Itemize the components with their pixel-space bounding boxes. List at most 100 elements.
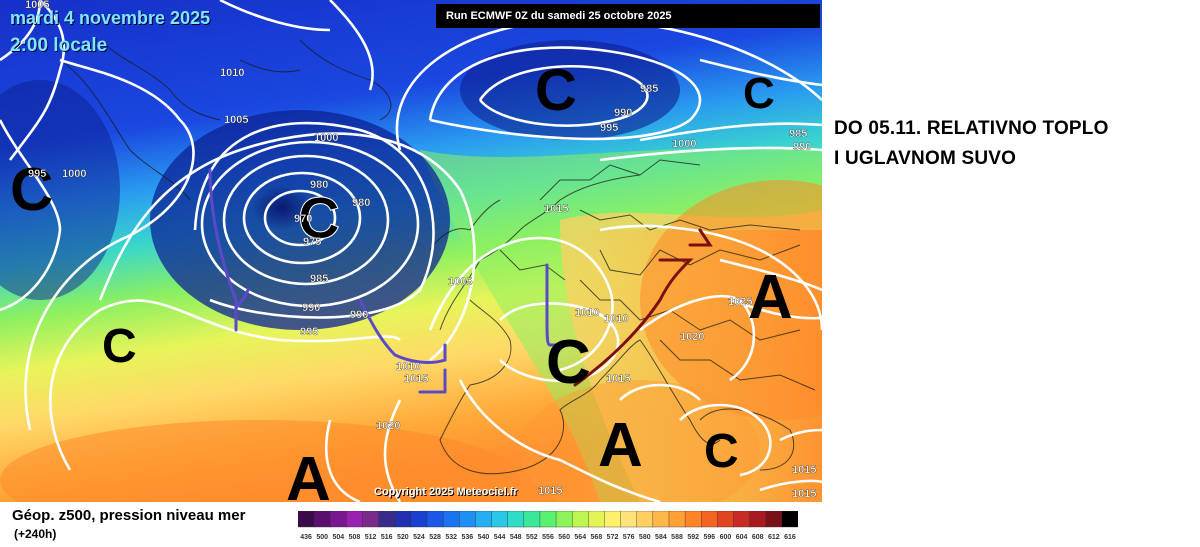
color-scale-swatch (717, 511, 735, 528)
color-scale-swatch (684, 511, 702, 528)
color-scale-swatch (313, 511, 331, 528)
isobar-label: 1005 (25, 0, 49, 11)
color-scale-tick: 500 (316, 534, 328, 541)
color-scale-tick: 592 (687, 534, 699, 541)
color-scale-tick: 512 (365, 534, 377, 541)
isobar-label: 1000 (62, 168, 86, 180)
color-scale-swatch (571, 511, 590, 528)
isobar-label: 990 (302, 302, 320, 314)
color-scale-swatch (362, 511, 380, 528)
color-scale-tick: 612 (768, 534, 780, 541)
high-pressure-center-east: A (748, 263, 793, 332)
color-scale-tick: 436 (300, 534, 312, 541)
color-scale-tick: 516 (381, 534, 393, 541)
color-scale-swatch (378, 511, 396, 528)
forecast-date: mardi 4 novembre 2025 (10, 8, 211, 28)
color-scale-tick: 532 (445, 534, 457, 541)
isobar-label: 1015 (404, 373, 428, 385)
forecast-note-line2: I UGLAVNOM SUVO (834, 148, 1017, 169)
low-pressure-center-north: C (535, 58, 577, 123)
color-scale-swatch (442, 511, 460, 528)
ridge-line (573, 228, 713, 387)
color-scale: 436 500 504 508 512 516 520 524 528 532 536 540 544 5… (298, 511, 798, 541)
isobars (0, 0, 822, 502)
color-scale-tick: 604 (736, 534, 748, 541)
color-scale-swatch (652, 511, 670, 528)
isobar-label: 1015 (538, 485, 562, 497)
color-scale-tick: 584 (655, 534, 667, 541)
isobar-label: 1015 (606, 373, 630, 385)
map-canvas: C C C C C C C A A A 1005 1010 1005 1000 … (0, 0, 822, 502)
color-scale-swatch (459, 511, 477, 528)
isobar-label: 1005 (448, 276, 472, 288)
isobar-label: 995 (600, 122, 618, 134)
low-pressure-center-west-edge: C (10, 156, 53, 223)
color-scale-tick: 544 (494, 534, 506, 541)
color-scale-tick: 536 (462, 534, 474, 541)
high-pressure-center-southwest: A (286, 445, 331, 502)
isobar-label: 1000 (314, 132, 338, 144)
isobar-label: 990 (793, 141, 811, 153)
color-scale-tick: 540 (478, 534, 490, 541)
low-pressure-center-atlantic: C (298, 186, 340, 251)
isobar-label: 995 (28, 168, 46, 180)
isobar-label: 1010 (575, 307, 599, 319)
color-scale-tick: 580 (639, 534, 651, 541)
color-scale-tick: 508 (349, 534, 361, 541)
isobar-label: 1020 (376, 420, 400, 432)
isobar-label: 975 (303, 236, 321, 248)
isobar-label: 1015 (792, 488, 816, 500)
color-scale-swatch (749, 511, 767, 528)
isobar-label: 1010 (396, 361, 420, 373)
color-scale-swatch (539, 511, 557, 528)
isobar-label: 1020 (680, 331, 704, 343)
color-scale-tick: 552 (526, 534, 538, 541)
color-scale-swatch (410, 511, 428, 528)
color-scale-swatch (588, 511, 606, 528)
color-scale-swatch (733, 511, 751, 528)
isobar-label: 1015 (792, 464, 816, 476)
color-scale-tick: 568 (591, 534, 603, 541)
color-scale-tick: 596 (703, 534, 715, 541)
color-scale-swatch (701, 511, 719, 528)
color-scale-tick: 524 (413, 534, 425, 541)
color-scale-tick: 588 (671, 534, 683, 541)
low-pressure-center-southeast: C (704, 425, 739, 478)
color-scale-tick: 548 (510, 534, 522, 541)
low-pressure-center-southwest: C (102, 320, 137, 373)
color-scale-swatch (394, 511, 412, 528)
isobar-label: 985 (789, 128, 807, 140)
color-scale-swatch (781, 511, 798, 528)
weather-map: C C C C C C C A A A 1005 1010 1005 1000 … (0, 0, 822, 502)
isobar-label: 990 (350, 309, 368, 321)
color-scale-tick: 608 (752, 534, 764, 541)
color-scale-swatch (491, 511, 509, 528)
color-scale-swatch (636, 511, 654, 528)
color-scale-tick: 556 (542, 534, 554, 541)
color-scale-swatch (620, 511, 638, 528)
color-scale-swatch (555, 511, 573, 528)
isobar-label: 1005 (224, 114, 248, 126)
isobar-label: 995 (300, 326, 318, 338)
trough-lines (208, 168, 567, 394)
isobar-label: 1010 (604, 313, 628, 325)
isobar-label: 985 (640, 83, 658, 95)
high-pressure-center-mediterranean: A (598, 411, 643, 480)
isobar-label: 1000 (672, 138, 696, 150)
isobar-label: 980 (310, 179, 328, 191)
color-scale-swatch (426, 511, 444, 528)
isobar-label: 1010 (220, 67, 244, 79)
legend-subtitle: (+240h) (14, 527, 57, 541)
model-run-label: Run ECMWF 0Z du samedi 25 octobre 2025 (436, 4, 820, 28)
color-scale-tick: 564 (574, 534, 586, 541)
legend-title: Géop. z500, pression niveau mer (12, 507, 246, 524)
isobar-label: 980 (352, 197, 370, 209)
color-scale-tick: 520 (397, 534, 409, 541)
color-scale-tick: 572 (607, 534, 619, 541)
color-scale-tick: 600 (720, 534, 732, 541)
pressure-systems: C C C C C C C A A A (10, 58, 793, 502)
isobar-label: 985 (310, 273, 328, 285)
color-scale-tick: 560 (558, 534, 570, 541)
color-scale-swatch (523, 511, 541, 528)
color-scale-swatch (507, 511, 525, 528)
